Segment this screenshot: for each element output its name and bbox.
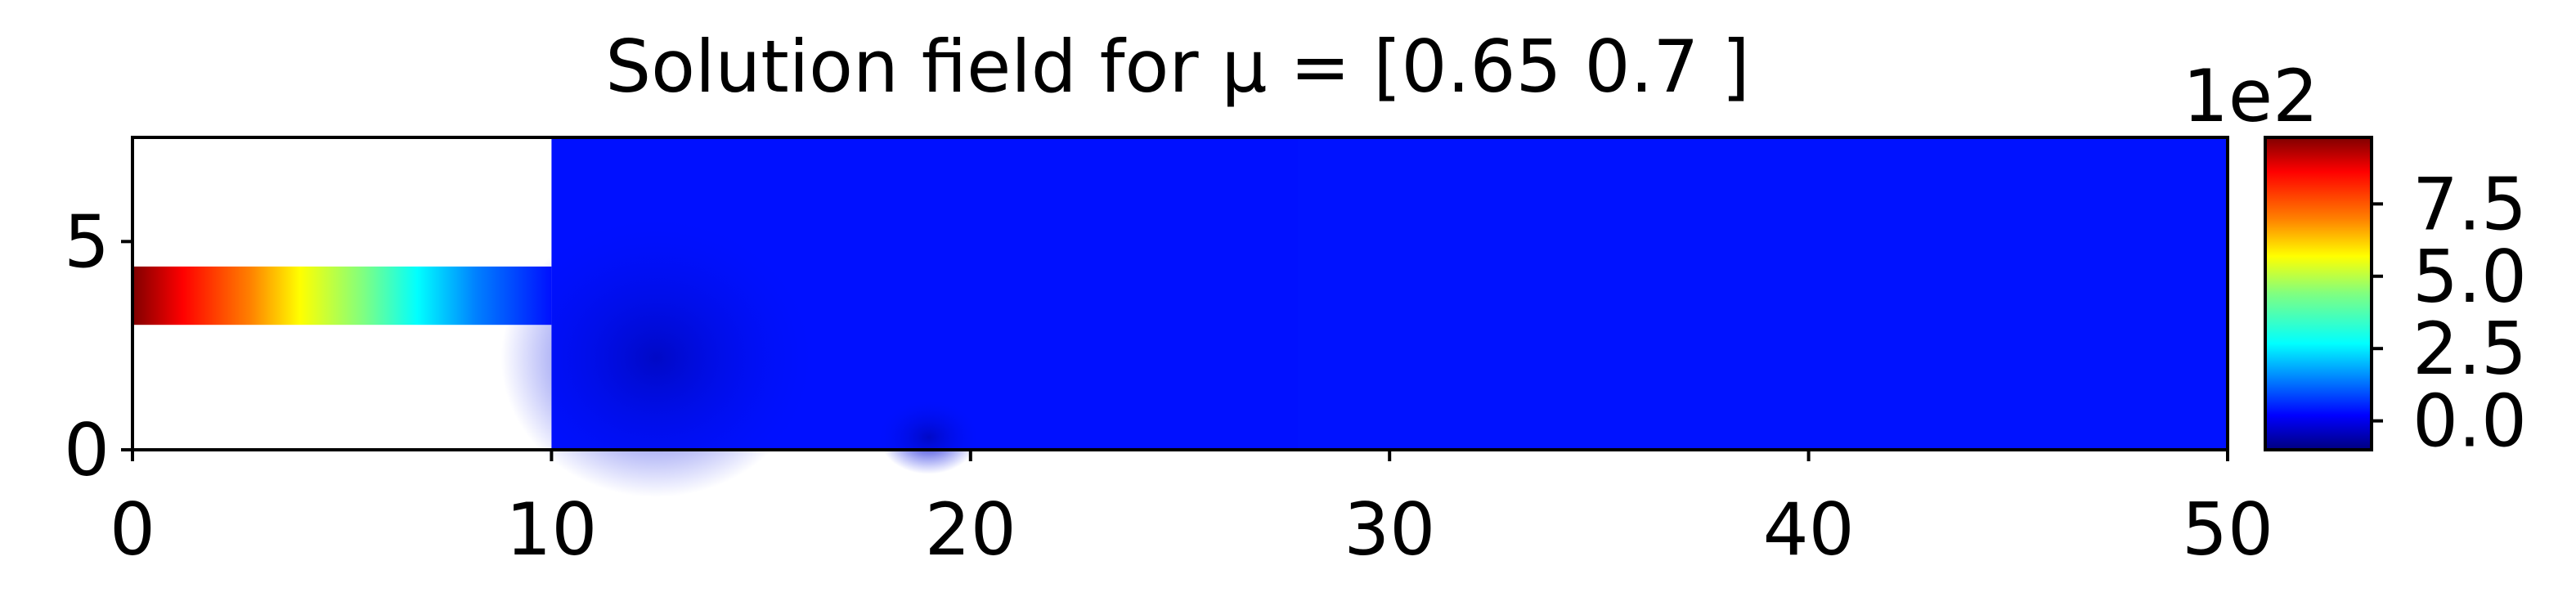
field-light-region [1297,137,2228,450]
colorbar-tick-label: 7.5 [2412,162,2527,246]
colorbar-multiplier-label: 1e2 [2183,54,2318,138]
y-tick-label: 0 [64,408,110,492]
x-tick-label: 40 [1763,487,1855,572]
chart-title: Solution field for μ = [0.65 0.7 ] [605,25,1749,109]
x-tick-label: 30 [1344,487,1435,572]
x-tick-label: 50 [2182,487,2273,572]
x-tick-label: 0 [110,487,155,572]
colorbar: 1e2 0.02.55.07.5 [2183,54,2527,464]
x-tick-label: 10 [505,487,597,572]
plot-frame [131,136,2229,451]
colorbar-tick-label: 5.0 [2412,235,2527,319]
y-axis: 05 [64,200,132,492]
y-tick-label: 5 [64,200,110,284]
x-tick-label: 20 [925,487,1016,572]
colorbar-tick-label: 2.5 [2412,307,2527,391]
x-axis: 0 10 20 30 40 50 [110,450,2273,572]
plot-area [131,136,2229,497]
inlet-channel-field [132,266,552,325]
colorbar-gradient [2264,136,2373,451]
colorbar-tick-label: 0.0 [2412,379,2527,464]
field-dark-region [500,218,812,497]
field-dark-spot [879,400,978,474]
